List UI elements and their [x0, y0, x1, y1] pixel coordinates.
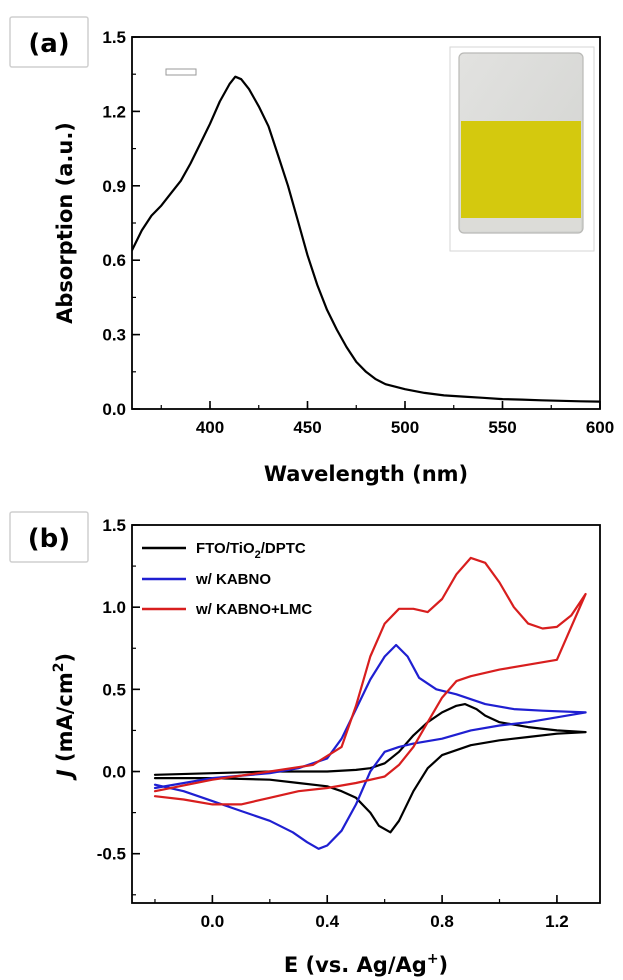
absorption-x-tick-label: 500 — [391, 418, 419, 437]
cv-panel: (b) 0.0 0.4 0.8 1.2 -0.5 0.0 0.5 1.0 1.5 FTO/TiO… — [9, 511, 601, 977]
cv-x-tick-label: 0.0 — [201, 912, 225, 931]
absorption-x-tick-label: 550 — [488, 418, 516, 437]
panel-a-tag-box — [9, 16, 89, 68]
cv-y-tick-label: 1.0 — [102, 598, 126, 617]
absorption-y-tick-label: 1.2 — [102, 102, 126, 121]
panel-a-tag: (a) — [28, 29, 69, 59]
cv-plot-frame — [131, 524, 601, 904]
panel-b-tag-box — [9, 511, 89, 563]
absorption-series-line-0 — [132, 75, 600, 403]
cv-y-tick-label: 0.0 — [102, 763, 126, 782]
absorption-panel: (a) 400 450 500 550 600 0.0 0.3 0.6 0.9 1.2 1.5 Wa… — [9, 16, 614, 486]
panel-b-tag: (b) — [28, 524, 70, 554]
legend-label-kabno: w/ KABNO — [195, 571, 271, 588]
cv-y-axis-label: J (mA/cm2) — [51, 653, 77, 781]
absorption-x-tick-label: 450 — [293, 418, 321, 437]
absorption-y-tick-label: 0.3 — [102, 326, 126, 345]
cv-y-tick-label: 0.5 — [102, 680, 126, 699]
absorption-y-axis-label: Absorption (a.u.) — [53, 122, 77, 324]
cv-x-tick-label: 0.8 — [430, 912, 454, 931]
cv-x-tick-label: 0.4 — [315, 912, 339, 931]
absorption-x-axis-label: Wavelength (nm) — [264, 462, 468, 486]
cv-legend: FTO/TiO2/DPTC w/ KABNO w/ KABNO+LMC — [142, 540, 312, 618]
cv-y-tick-label: -0.5 — [97, 845, 126, 864]
cv-x-tick-label: 1.2 — [545, 912, 569, 931]
cv-curves-group — [153, 556, 587, 850]
absorption-x-tick-label: 600 — [586, 418, 614, 437]
absorption-y-tick-label: 1.5 — [102, 28, 126, 47]
cv-series-line-0 — [153, 703, 587, 834]
absorption-y-tick-label: 0.6 — [102, 251, 126, 270]
sample-photo-inset — [449, 46, 595, 252]
absorption-curve-group — [132, 75, 600, 403]
absorption-x-tick-label: 400 — [196, 418, 224, 437]
absorption-y-tick-label: 0.0 — [102, 400, 126, 419]
cv-y-tick-label: 1.5 — [102, 516, 126, 535]
cv-series-line-1 — [153, 643, 587, 850]
cv-x-axis-label: E (vs. Ag/Ag+) — [284, 951, 448, 977]
small-mark — [165, 68, 197, 76]
absorption-y-tick-label: 0.9 — [102, 177, 126, 196]
legend-label-fto: FTO/TiO2/DPTC — [196, 540, 306, 561]
legend-label-kabno-lmc: w/ KABNO+LMC — [195, 601, 312, 618]
cv-series-line-2 — [153, 556, 587, 806]
cv-axes: 0.0 0.4 0.8 1.2 -0.5 0.0 0.5 1.0 1.5 — [97, 516, 601, 931]
absorption-axes: 400 450 500 550 600 0.0 0.3 0.6 0.9 1.2 1.5 — [102, 28, 614, 437]
